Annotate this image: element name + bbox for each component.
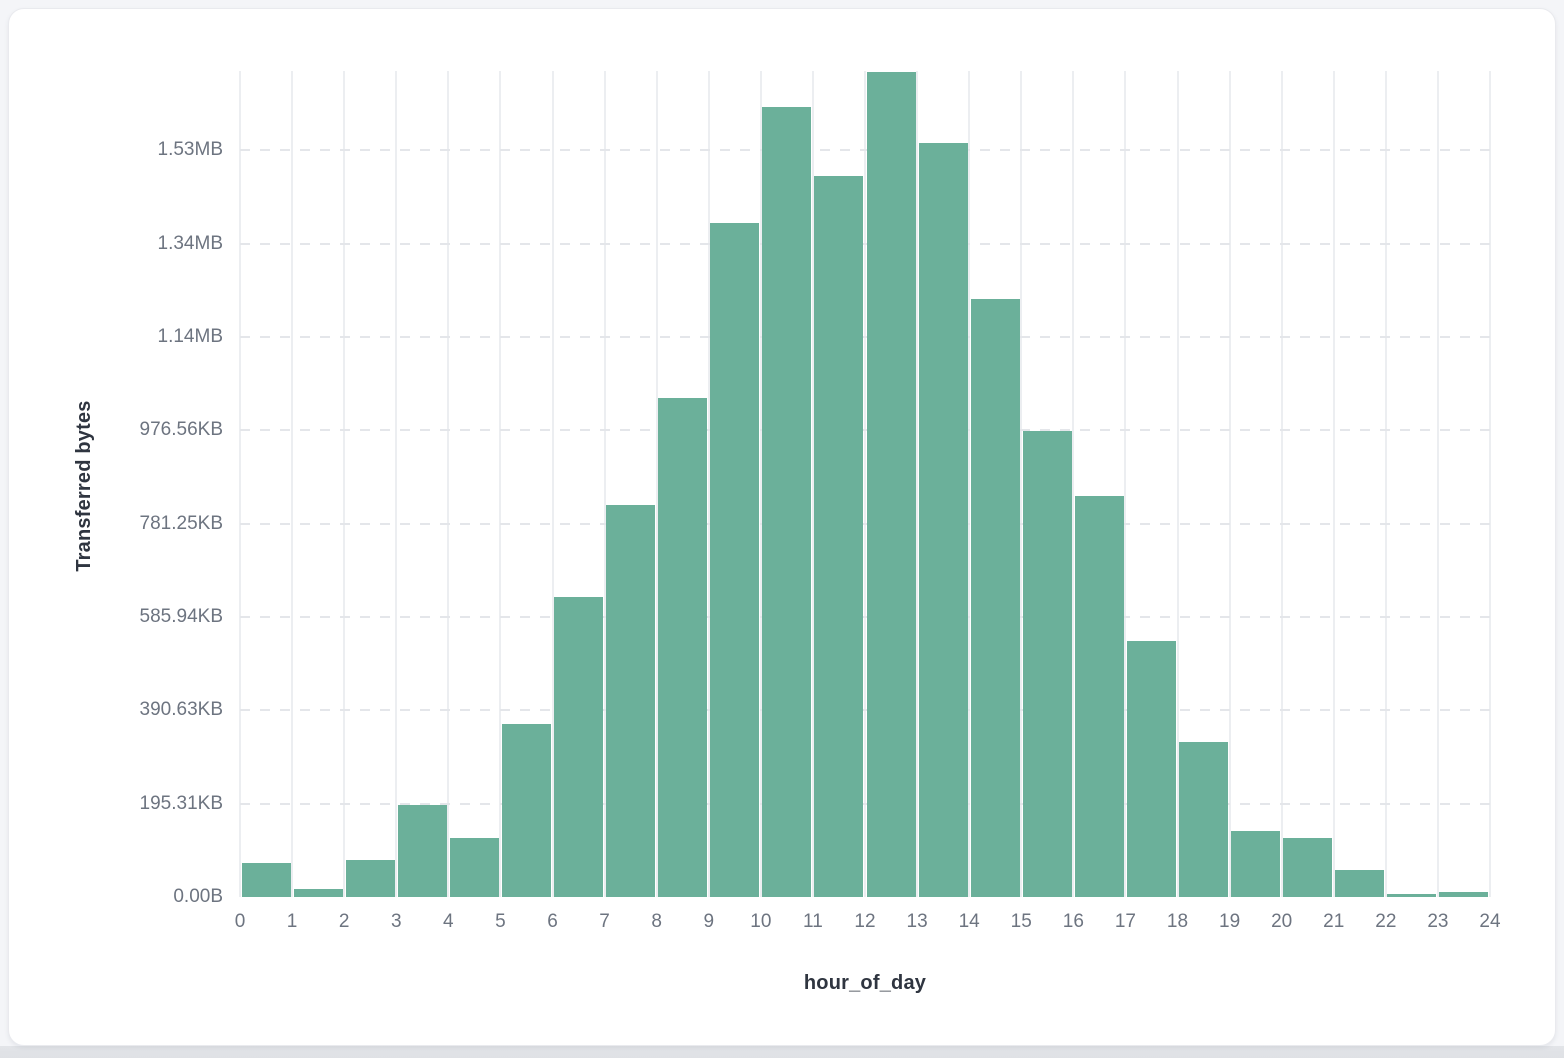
gridline-x-17 (1124, 71, 1126, 897)
gridline-x-24 (1489, 71, 1491, 897)
x-axis-title: hour_of_day (803, 972, 927, 994)
x-tick-17: 17 (1114, 911, 1136, 932)
x-tick-16: 16 (1062, 911, 1084, 932)
gridline-x-0 (239, 71, 241, 897)
y-tick-195.31KB: 195.31KB (139, 793, 223, 814)
y-tick-390.63KB: 390.63KB (139, 699, 223, 720)
bar-hour-22[interactable] (1387, 894, 1437, 897)
gridline-y-976.56KB (240, 429, 1490, 431)
x-tick-2: 2 (338, 911, 350, 932)
bar-hour-14[interactable] (970, 299, 1020, 897)
gridline-x-3 (395, 71, 397, 897)
gridline-x-7 (604, 71, 606, 897)
x-tick-9: 9 (703, 911, 715, 932)
gridline-x-18 (1177, 71, 1179, 897)
gridline-y-1.53MB (240, 149, 1490, 151)
y-tick-781.25KB: 781.25KB (139, 513, 223, 534)
gridline-y-1.34MB (240, 243, 1490, 245)
bar-hour-8[interactable] (658, 398, 708, 897)
x-tick-21: 21 (1323, 911, 1345, 932)
gridline-y-195.31KB (240, 803, 1490, 805)
x-tick-20: 20 (1271, 911, 1293, 932)
bar-hour-17[interactable] (1126, 641, 1176, 897)
bar-hour-0[interactable] (241, 863, 291, 897)
x-tick-13: 13 (906, 911, 928, 932)
y-tick-1.14MB: 1.14MB (157, 326, 223, 347)
plot-area (239, 71, 1491, 897)
gridline-x-23 (1437, 71, 1439, 897)
y-tick-1.53MB: 1.53MB (157, 139, 223, 160)
x-tick-23: 23 (1427, 911, 1449, 932)
bar-hour-16[interactable] (1074, 496, 1124, 897)
bar-hour-2[interactable] (345, 860, 395, 897)
gridline-x-20 (1281, 71, 1283, 897)
x-tick-4: 4 (443, 911, 454, 932)
bar-hour-10[interactable] (762, 107, 812, 897)
gridline-x-22 (1385, 71, 1387, 897)
x-tick-19: 19 (1219, 911, 1241, 932)
bar-hour-15[interactable] (1022, 431, 1072, 897)
gridline-x-4 (447, 71, 449, 897)
bar-hour-7[interactable] (606, 505, 656, 897)
bar-hour-3[interactable] (397, 805, 447, 897)
bar-hour-1[interactable] (293, 889, 343, 897)
y-axis-title: Transferred bytes (73, 400, 95, 572)
gridline-x-11 (812, 71, 814, 897)
gridline-x-14 (968, 71, 970, 897)
x-axis-tick-labels: 0 1 2 3 4 5 6 7 8 9 10 11 12 13 14 15 16 17 18 19 20 21 22 23 24 (235, 909, 1501, 939)
x-tick-6: 6 (547, 911, 558, 932)
x-tick-24: 24 (1479, 911, 1501, 932)
x-tick-5: 5 (495, 911, 506, 932)
gridline-x-15 (1020, 71, 1022, 897)
gridline-x-5 (499, 71, 501, 897)
x-tick-1: 1 (286, 911, 298, 932)
bar-hour-9[interactable] (710, 223, 760, 897)
gridline-x-2 (343, 71, 345, 897)
bar-hour-5[interactable] (501, 724, 551, 897)
x-tick-18: 18 (1166, 911, 1189, 932)
gridline-y-585.94KB (240, 616, 1490, 618)
chart-card: 0.00B 195.31KB 390.63KB 585.94KB 781.25KB 976… (8, 8, 1556, 1046)
gridline-x-19 (1229, 71, 1231, 897)
x-tick-12: 12 (854, 911, 876, 932)
x-tick-0: 0 (234, 911, 246, 932)
gridline-x-8 (656, 71, 658, 897)
x-tick-7: 7 (599, 911, 610, 932)
bar-hour-4[interactable] (449, 838, 499, 897)
y-axis-tick-labels: 0.00B 195.31KB 390.63KB 585.94KB 781.25KB 976… (9, 9, 223, 1047)
y-tick-1.34MB: 1.34MB (157, 233, 223, 254)
bar-hour-18[interactable] (1179, 742, 1229, 897)
bar-hour-13[interactable] (918, 143, 968, 897)
bar-hour-21[interactable] (1335, 870, 1385, 897)
bar-hour-19[interactable] (1231, 831, 1281, 897)
gridline-y-1.14MB (240, 336, 1490, 338)
gridline-x-10 (760, 71, 762, 897)
x-tick-8: 8 (651, 911, 662, 932)
x-tick-15: 15 (1010, 911, 1032, 932)
x-tick-3: 3 (390, 911, 402, 932)
bar-hour-12[interactable] (866, 72, 916, 897)
x-tick-14: 14 (958, 911, 980, 932)
gridline-x-6 (552, 71, 554, 897)
gridline-x-13 (916, 71, 918, 897)
bar-hour-20[interactable] (1283, 838, 1333, 897)
y-tick-585.94KB: 585.94KB (139, 606, 223, 627)
gridline-y-781.25KB (240, 523, 1490, 525)
gridline-x-12 (864, 71, 866, 897)
y-tick-0.00B: 0.00B (173, 886, 223, 907)
bar-hour-23[interactable] (1439, 892, 1489, 897)
gridline-x-16 (1072, 71, 1074, 897)
bar-hour-6[interactable] (554, 597, 604, 897)
y-tick-976.56KB: 976.56KB (139, 419, 223, 440)
x-tick-10: 10 (750, 911, 772, 932)
gridline-x-21 (1333, 71, 1335, 897)
x-tick-22: 22 (1375, 911, 1397, 932)
x-tick-11: 11 (803, 911, 823, 932)
gridline-x-9 (708, 71, 710, 897)
gridline-y-390.63KB (240, 709, 1490, 711)
bar-hour-11[interactable] (814, 176, 864, 897)
gridline-x-1 (291, 71, 293, 897)
